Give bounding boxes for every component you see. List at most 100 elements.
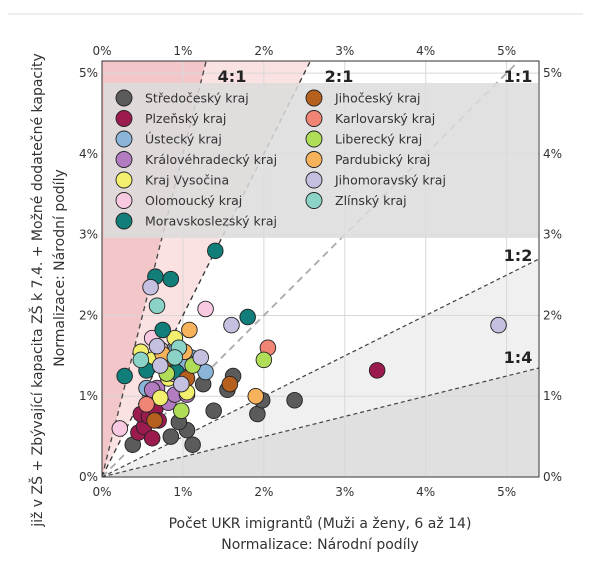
legend-marker-1 xyxy=(115,110,133,127)
legend-marker-12 xyxy=(305,192,323,209)
legend-label-9: Liberecký kraj xyxy=(335,132,422,147)
legend-marker-5 xyxy=(115,192,133,209)
point-7-1 xyxy=(221,375,239,393)
legend-marker-10 xyxy=(305,151,323,168)
legend-label-5: Olomoucký kraj xyxy=(145,193,242,208)
point-12-0 xyxy=(148,297,166,315)
y-tick-left-2: 2% xyxy=(79,308,98,322)
point-0-9 xyxy=(286,392,303,409)
y-tick-left-3: 3% xyxy=(79,228,98,242)
y-tick-left-0: 0% xyxy=(79,470,98,484)
point-11-2 xyxy=(490,316,507,334)
ratio-label-0: 4:1 xyxy=(218,67,247,86)
data-points xyxy=(111,242,507,453)
ratio-line-3 xyxy=(102,258,539,477)
point-5-0 xyxy=(111,420,129,437)
x-tick-bottom-3: 3% xyxy=(335,485,354,499)
legend-label-2: Ústecký kraj xyxy=(145,132,222,147)
ratio-label-2: 1:1 xyxy=(504,67,533,86)
y-tick-right-3: 3% xyxy=(543,228,562,242)
point-0-7 xyxy=(249,405,266,423)
y-tick-left-1: 1% xyxy=(79,389,98,403)
plot-border xyxy=(101,60,540,478)
legend-marker-11 xyxy=(305,171,323,189)
x-axis-subtitle: Normalizace: Národní podíly xyxy=(221,537,419,553)
legend-marker-3 xyxy=(115,151,133,168)
legend-label-11: Jihomoravský kraj xyxy=(334,173,446,188)
legend-label-4: Kraj Vysočina xyxy=(145,173,229,188)
legend: Středočeský kraj Plzeňský kraj Ústecký kra… xyxy=(104,83,538,238)
legend-marker-8 xyxy=(305,110,323,127)
x-tick-top-4: 4% xyxy=(416,44,435,58)
y-tick-right-1: 1% xyxy=(543,389,562,403)
legend-label-10: Pardubický kraj xyxy=(335,152,430,167)
point-11-1 xyxy=(223,316,240,334)
ratio-label-4: 1:4 xyxy=(504,348,533,367)
point-0-1 xyxy=(162,428,180,445)
x-tick-bottom-0: 0% xyxy=(92,485,111,499)
legend-marker-4 xyxy=(115,171,133,189)
point-4-3 xyxy=(152,389,169,407)
x-tick-top-0: 0% xyxy=(92,44,111,58)
point-10-1 xyxy=(247,387,265,405)
point-9-1 xyxy=(173,402,190,420)
x-tick-bottom-2: 2% xyxy=(254,485,273,499)
ratio-label-1: 2:1 xyxy=(325,67,354,86)
point-12-2 xyxy=(132,351,150,369)
point-11-0 xyxy=(142,278,159,296)
point-8-1 xyxy=(138,396,155,413)
y-tick-left-5: 5% xyxy=(79,66,98,80)
point-2-3 xyxy=(197,363,214,381)
legend-marker-7 xyxy=(305,89,323,107)
point-10-0 xyxy=(181,321,198,339)
y-axis-subtitle: Normalizace: Národní podíly xyxy=(52,169,68,367)
x-tick-bottom-1: 1% xyxy=(173,485,192,499)
point-11-5 xyxy=(192,349,209,366)
x-tick-bottom-4: 4% xyxy=(416,485,435,499)
legend-label-8: Karlovarský kraj xyxy=(335,111,435,126)
point-6-4 xyxy=(239,308,256,326)
point-1-2 xyxy=(143,429,161,447)
y-tick-left-4: 4% xyxy=(79,147,98,161)
legend-label-7: Jihočeský kraj xyxy=(334,91,420,106)
axis-ticks: 0%0%1%1%2%2%3%3%4%4%5%5%0% 0%1% 1%2% 2%3% 3%… xyxy=(79,44,562,499)
point-6-3 xyxy=(154,321,171,339)
legend-label-6: Moravskoslezský kraj xyxy=(145,214,277,229)
legend-label-1: Plzeňský kraj xyxy=(145,111,226,126)
point-0-3 xyxy=(184,436,201,453)
y-axis-title: již v ZŠ + Zbývající kapacita ZŠ k 7.4. … xyxy=(28,53,46,528)
y-tick-right-0: 0% xyxy=(543,470,562,484)
point-11-6 xyxy=(152,357,169,374)
point-6-1 xyxy=(162,270,180,288)
x-tick-bottom-5: 5% xyxy=(497,485,516,499)
legend-label-3: Královéhradecký kraj xyxy=(145,152,277,167)
y-tick-right-4: 4% xyxy=(543,147,562,161)
point-1-7 xyxy=(368,362,386,379)
point-12-3 xyxy=(166,349,184,366)
legend-label-0: Středočeský kraj xyxy=(145,91,249,106)
legend-marker-9 xyxy=(305,130,323,148)
point-6-6 xyxy=(116,367,133,385)
point-0-4 xyxy=(205,402,222,420)
ratio-line-4 xyxy=(102,367,539,477)
x-tick-top-5: 5% xyxy=(497,44,516,58)
point-11-4 xyxy=(173,375,190,393)
y-tick-right-2: 2% xyxy=(543,308,562,322)
point-7-0 xyxy=(146,412,163,429)
x-tick-top-2: 2% xyxy=(254,44,273,58)
ratio-labels: 4:1 2:1 1:1 1:2 1:4 xyxy=(218,67,533,367)
legend-label-12: Zlínský kraj xyxy=(335,193,407,208)
point-5-2 xyxy=(197,300,214,318)
point-11-3 xyxy=(148,337,166,355)
x-tick-top-3: 3% xyxy=(335,44,354,58)
ratio-label-3: 1:2 xyxy=(504,246,533,265)
legend-marker-0 xyxy=(115,89,133,107)
x-axis-title: Počet UKR imigrantů (Muži a ženy, 6 až 1… xyxy=(169,516,472,532)
legend-marker-2 xyxy=(115,130,133,148)
point-6-2 xyxy=(207,242,224,260)
legend-marker-6 xyxy=(115,212,133,230)
y-tick-right-5: 5% xyxy=(543,66,562,80)
point-9-0 xyxy=(255,351,273,369)
x-tick-top-1: 1% xyxy=(173,44,192,58)
